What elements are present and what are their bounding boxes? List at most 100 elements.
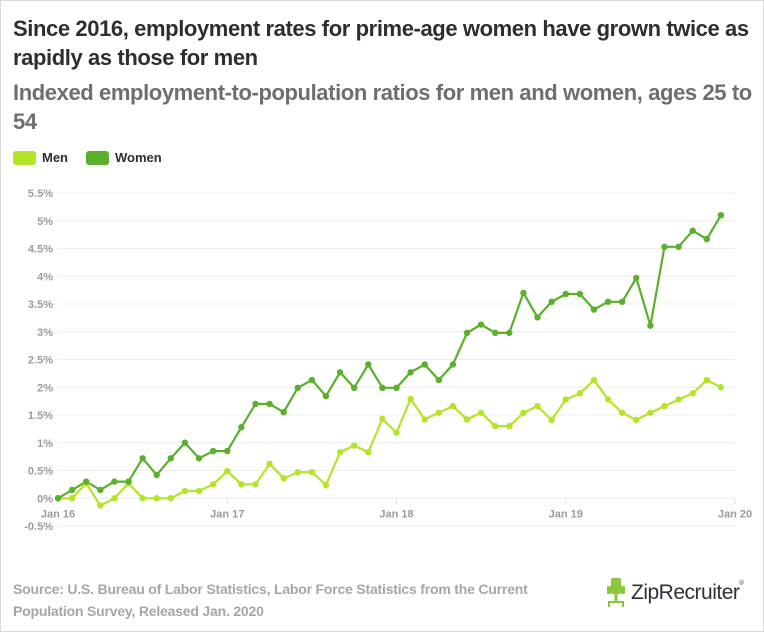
- data-point-men: [435, 409, 443, 416]
- data-point-men: [421, 416, 428, 423]
- data-point-women: [97, 486, 104, 494]
- data-point-men: [153, 495, 160, 502]
- data-point-women: [379, 384, 386, 392]
- x-tick-label: Jan 17: [210, 508, 244, 520]
- data-point-women: [167, 455, 175, 462]
- data-point-men: [717, 384, 725, 391]
- data-point-men: [252, 481, 259, 488]
- logo-wordmark: ZipRecruiter®: [631, 581, 744, 605]
- data-point-women: [393, 384, 400, 392]
- data-point-men: [618, 409, 626, 416]
- data-point-women: [294, 384, 301, 392]
- data-point-men: [97, 502, 104, 509]
- y-tick-label: 3%: [37, 327, 53, 339]
- data-point-men: [590, 376, 598, 384]
- data-point-men: [534, 402, 541, 410]
- chart-subtitle: Indexed employment-to-population ratios …: [13, 80, 752, 134]
- data-point-women: [224, 447, 231, 455]
- legend-label-men: Men: [42, 150, 68, 165]
- series-lines: [57, 214, 722, 507]
- data-point-men: [181, 487, 189, 495]
- y-tick-label: 4.5%: [28, 244, 53, 256]
- legend-swatch-men: [13, 150, 36, 165]
- data-point-women: [689, 227, 696, 234]
- data-point-men: [407, 395, 414, 403]
- data-point-women: [477, 321, 485, 328]
- data-point-men: [393, 429, 400, 436]
- data-point-men: [647, 409, 654, 416]
- data-point-women: [181, 439, 189, 446]
- data-point-men: [506, 422, 513, 430]
- data-point-women: [322, 392, 330, 400]
- data-point-men: [350, 442, 358, 449]
- data-point-women: [209, 447, 217, 455]
- data-point-men: [195, 487, 203, 495]
- data-point-men: [167, 495, 175, 502]
- y-axis-labels: -0.5% 0% 0.5% 1% 1.5% 2% 2.5% 3% 3.5% 4% 4.5% 5% 5.5…: [24, 188, 53, 533]
- data-point-women: [661, 243, 668, 251]
- y-tick-label: 5%: [37, 216, 53, 228]
- y-tick-label: 2%: [37, 382, 53, 394]
- data-point-women: [153, 471, 160, 479]
- data-point-men: [520, 409, 527, 416]
- data-point-women: [421, 361, 428, 368]
- y-tick-label: 4%: [37, 271, 53, 283]
- data-point-men: [604, 396, 612, 403]
- legend: Men Women: [13, 150, 162, 165]
- data-point-women: [266, 400, 273, 408]
- y-tick-label: 0.5%: [28, 466, 53, 478]
- data-point-women: [604, 298, 612, 305]
- registered-mark: ®: [739, 581, 744, 587]
- legend-item-women[interactable]: Women: [86, 150, 162, 165]
- y-tick-label: 5.5%: [28, 188, 53, 200]
- data-point-women: [350, 384, 358, 392]
- data-point-men: [661, 402, 668, 410]
- data-point-women: [562, 290, 569, 298]
- data-point-men: [111, 495, 118, 502]
- data-point-women: [703, 235, 710, 243]
- data-point-women: [407, 369, 414, 376]
- logo-text: ZipRecruiter: [631, 581, 740, 604]
- y-tick-label: 1%: [37, 438, 53, 450]
- legend-item-men[interactable]: Men: [13, 150, 68, 165]
- data-point-men: [492, 422, 499, 430]
- data-point-men: [379, 415, 386, 423]
- line-chart: -0.5% 0% 0.5% 1% 1.5% 2% 2.5% 3% 3.5% 4% 4.5% 5% 5.5…: [24, 188, 752, 533]
- data-point-women: [576, 290, 584, 298]
- data-point-women: [449, 361, 457, 368]
- data-point-women: [195, 455, 203, 462]
- x-tick-label: Jan 18: [379, 508, 413, 520]
- x-tick-label: Jan 19: [549, 508, 583, 520]
- data-point-men: [477, 409, 485, 416]
- data-point-men: [336, 448, 344, 456]
- x-tick-label: Jan 20: [718, 508, 752, 520]
- data-point-women: [336, 369, 344, 376]
- legend-label-women: Women: [115, 150, 162, 165]
- data-point-men: [308, 468, 316, 476]
- y-tick-label: 2.5%: [28, 355, 53, 367]
- data-point-men: [294, 468, 301, 476]
- data-point-women: [139, 455, 146, 462]
- data-point-women: [252, 400, 259, 408]
- data-point-men: [449, 402, 457, 410]
- data-point-women: [238, 424, 245, 431]
- data-point-women: [590, 306, 598, 313]
- source-note: Source: U.S. Bureau of Labor Statistics,…: [13, 581, 528, 619]
- data-point-women: [534, 314, 541, 321]
- data-point-women: [633, 274, 640, 282]
- chair-icon: [607, 578, 625, 607]
- data-point-women: [111, 478, 118, 485]
- data-point-men: [238, 481, 245, 488]
- y-tick-label: 1.5%: [28, 410, 53, 422]
- data-point-women: [435, 376, 443, 384]
- data-point-women: [647, 322, 654, 329]
- legend-swatch-women: [86, 150, 109, 165]
- data-point-women: [520, 289, 527, 297]
- y-tick-label: -0.5%: [24, 521, 53, 533]
- data-point-women: [308, 376, 316, 384]
- data-point-women: [548, 298, 555, 305]
- series-line-women: [57, 214, 722, 500]
- x-tick-label: Jan 16: [41, 508, 75, 520]
- x-axis-labels: Jan 16 Jan 17 Jan 18 Jan 19 Jan 20: [41, 508, 752, 520]
